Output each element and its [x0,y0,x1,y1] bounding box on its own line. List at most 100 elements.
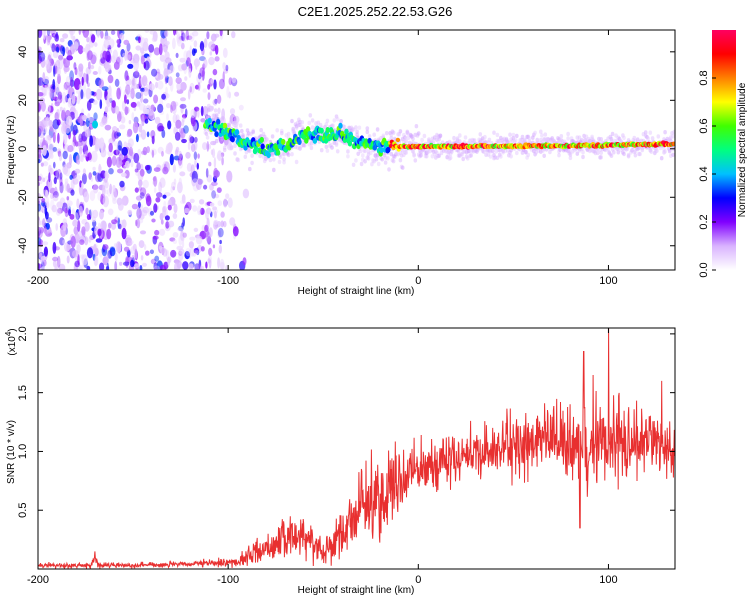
noise-blob [78,30,81,35]
signal-mark [230,136,235,143]
signal-mark [234,129,240,136]
signal-halo [667,137,672,142]
noise-blob [131,79,135,86]
noise-blob [117,140,123,151]
signal-halo [471,149,476,154]
signal-halo [284,133,289,138]
noise-blob [141,150,147,155]
signal-halo [583,137,587,143]
noise-blob [175,77,182,84]
signal-halo [479,138,484,143]
noise-blob [189,198,195,204]
noise-blob [142,262,147,267]
signal-halo [434,149,438,154]
noise-blob [110,30,116,35]
signal-halo [519,137,524,142]
noise-blob [106,173,110,179]
snr-x-ticks: -200 -100 0 100 [27,328,618,586]
noise-blob [207,144,212,150]
signal-halo [646,136,650,141]
noise-blob [219,239,222,245]
noise-blob [57,150,62,157]
snr-y-tick-label: 0.5 [17,503,29,518]
noise-blob [222,71,225,83]
noise-blob [108,38,115,49]
noise-blob [91,150,98,163]
noise-blob [210,140,216,146]
noise-blob [82,168,86,176]
noise-blob [175,72,180,78]
signal-halo [583,137,587,143]
noise-blob [102,244,109,250]
noise-blob [164,215,170,221]
signal-halo [212,113,217,118]
signal-halo [293,122,298,127]
noise-blob [46,62,53,74]
signal-halo [379,135,383,141]
signal-halo [599,155,603,160]
noise-blob [158,181,163,194]
signal-halo [469,153,474,158]
noise-blob [187,89,191,100]
noise-blob [92,166,96,171]
signal-halo [389,151,394,157]
signal-halo [278,154,283,159]
signal-halo [246,131,251,136]
signal-halo [357,125,362,130]
signal-halo [550,136,554,141]
signal-halo [606,136,610,141]
noise-blob [139,192,145,199]
noise-blob [172,30,177,36]
noise-blob [193,48,198,54]
noise-blob [228,77,233,86]
signal-halo [422,148,427,153]
colorbar: 0.0 0.2 0.4 0.6 0.8 Normalized spectral ampl… [698,30,748,278]
noise-blob [76,140,83,147]
noise-blob [188,241,194,249]
noise-blob [185,247,192,257]
signal-halo [419,149,423,155]
signal-halo [272,157,276,162]
signal-halo [635,146,640,152]
signal-halo [431,138,436,143]
signal-halo [512,139,517,145]
signal-halo [598,147,602,152]
spectrogram-y-tick-label: -40 [17,238,29,254]
noise-blob [163,68,169,78]
noise-blob [41,197,46,203]
signal-halo [412,152,416,157]
signal-halo [430,136,435,141]
signal-halo [334,142,339,147]
signal-halo [411,136,415,141]
signal-halo [455,136,460,141]
noise-blob [209,51,213,56]
noise-blob [52,79,56,90]
signal-halo [492,153,496,158]
noise-blob [132,71,140,79]
signal-halo [390,158,395,163]
signal-halo [624,147,629,152]
snr-y-tick-label: 1.5 [17,385,29,400]
noise-blob [163,163,167,172]
noise-blob [65,76,71,86]
signal-halo [458,133,462,138]
signal-halo [212,140,217,146]
signal-halo [318,122,323,128]
noise-blob [149,30,156,35]
noise-blob [107,74,114,84]
noise-blob [130,159,134,168]
signal-halo [464,154,469,159]
signal-halo [539,149,543,154]
signal-halo [566,136,570,141]
noise-blob [131,257,135,267]
snr-y-label: SNR (10 * v/v) [6,420,17,484]
noise-blob [195,178,202,190]
spectrogram-y-label: Frequency (Hz) [6,116,17,185]
signal-halo [325,118,330,124]
signal-halo [447,139,452,145]
noise-blob [77,220,81,232]
noise-blob [101,117,108,126]
signal-halo [632,135,637,141]
noise-blob [217,229,222,239]
signal-halo [435,150,439,156]
